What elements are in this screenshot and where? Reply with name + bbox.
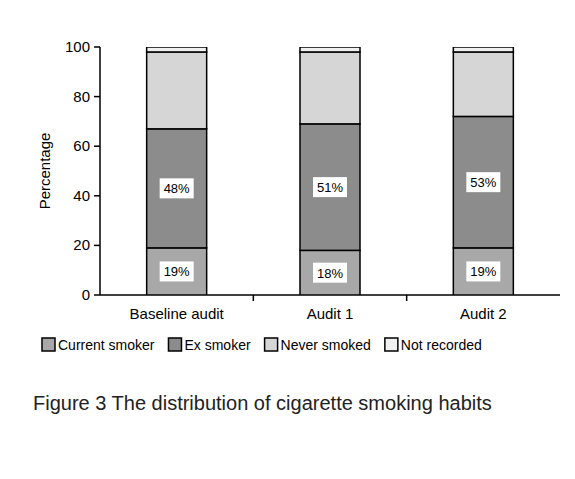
y-tick	[94, 245, 100, 247]
legend-label: Ex smoker	[184, 337, 250, 353]
legend-swatch	[42, 338, 55, 351]
y-tick-label: 60	[73, 137, 90, 154]
data-label: 53%	[470, 175, 496, 190]
bar-segment	[453, 52, 513, 116]
bar-segment	[453, 116, 513, 247]
bar-segment	[147, 248, 207, 295]
bar-segment	[453, 248, 513, 295]
y-axis	[99, 47, 101, 295]
y-tick	[94, 96, 100, 98]
x-tick-label: Audit 2	[460, 305, 507, 322]
x-tick-label: Baseline audit	[130, 305, 225, 322]
bar-segment	[147, 129, 207, 248]
bar-segment	[300, 47, 360, 52]
y-axis-label: Percentage	[36, 133, 53, 210]
x-tick	[253, 295, 255, 301]
y-tick	[94, 46, 100, 48]
y-tick	[94, 294, 100, 296]
bar-segment	[147, 52, 207, 129]
y-tick-label: 40	[73, 187, 90, 204]
x-tick-label: Audit 1	[307, 305, 354, 322]
legend-swatch	[265, 338, 278, 351]
data-label: 18%	[317, 266, 343, 281]
data-label: 19%	[164, 264, 190, 279]
y-tick	[94, 145, 100, 147]
data-label-box	[313, 263, 347, 283]
bar-segment	[300, 124, 360, 250]
data-label-box	[466, 172, 500, 192]
y-tick-label: 100	[65, 38, 90, 55]
legend-label: Current smoker	[58, 337, 155, 353]
legend-label: Not recorded	[401, 337, 482, 353]
data-label-box	[313, 177, 347, 197]
bars	[147, 47, 514, 295]
legend-swatch	[168, 338, 181, 351]
data-label: 48%	[164, 181, 190, 196]
data-label: 19%	[470, 264, 496, 279]
bar-segment	[300, 52, 360, 124]
y-tick-label: 20	[73, 236, 90, 253]
data-label-box	[160, 261, 194, 281]
data-label-box	[160, 178, 194, 198]
bar-segment	[453, 47, 513, 52]
bar-segment	[300, 250, 360, 295]
caption: Figure 3 The distribution of cigarette s…	[33, 390, 523, 417]
data-label: 51%	[317, 180, 343, 195]
y-tick-label: 80	[73, 88, 90, 105]
bar-segment	[147, 47, 207, 52]
data-label-box	[466, 261, 500, 281]
y-tick-label: 0	[82, 286, 90, 303]
y-tick	[94, 195, 100, 197]
legend-label: Never smoked	[281, 337, 371, 353]
legend-swatch	[385, 338, 398, 351]
x-tick	[406, 295, 408, 301]
